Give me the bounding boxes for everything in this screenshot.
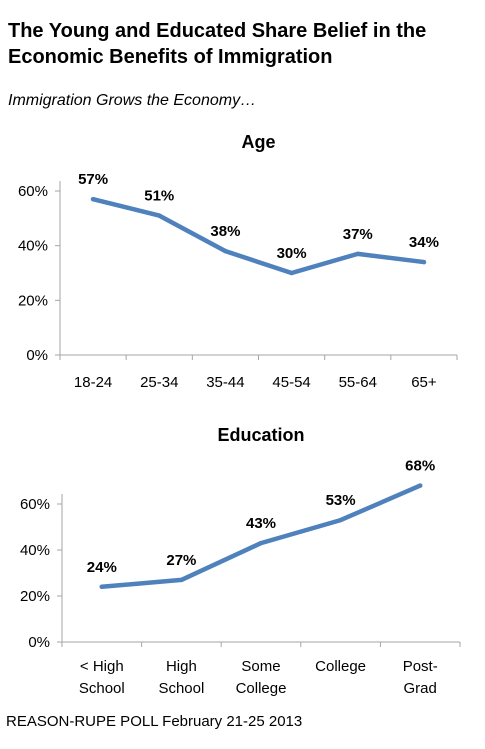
x-tick-label: 55-64 (339, 374, 377, 391)
data-label: 34% (409, 234, 439, 251)
x-tick-label-line: School (158, 680, 204, 697)
data-label: 30% (277, 245, 307, 262)
x-tick-label-line: 35-44 (206, 374, 244, 391)
education-line-chart: Education 0% 20% 40% 60% < High School High Scho… (20, 425, 461, 697)
source-footer: REASON-RUPE POLL February 21-25 2013 (6, 713, 303, 730)
x-tick-label-line: College (236, 680, 287, 697)
data-label: 68% (405, 458, 435, 475)
data-label: 57% (78, 171, 108, 188)
y-tick-label: 60% (20, 496, 50, 513)
data-label: 53% (326, 492, 356, 509)
x-tick-label-line: Some (241, 658, 280, 675)
chart-title: Age (241, 132, 275, 152)
series-line (90, 196, 427, 276)
x-tick-label-line: High (166, 658, 197, 675)
x-tick-label: 25-34 (140, 374, 178, 391)
series-line (99, 483, 423, 590)
data-label: 51% (144, 188, 174, 205)
data-label: 24% (87, 559, 117, 576)
y-tick-label: 60% (18, 183, 48, 200)
y-tick-label: 40% (18, 238, 48, 255)
x-tick-label-line: 55-64 (339, 374, 377, 391)
page-title: The Young and Educated Share Belief in t… (8, 20, 427, 68)
x-tick-label: 35-44 (206, 374, 244, 391)
x-tick-label-line: 45-54 (272, 374, 310, 391)
data-point (90, 197, 96, 202)
x-tick-label: < High School (79, 658, 125, 697)
x-tick-label-line: Grad (404, 680, 437, 697)
data-point (418, 483, 423, 488)
data-point (99, 584, 105, 589)
x-tick-label-line: < High (80, 658, 124, 675)
data-point (355, 251, 360, 257)
data-point (421, 259, 427, 265)
data-point (289, 270, 294, 276)
data-label: 38% (210, 223, 240, 240)
data-point (157, 213, 162, 218)
x-tick-label: College (315, 658, 366, 675)
y-tick-label: 40% (20, 542, 50, 559)
x-tick-label-line: 18-24 (74, 374, 112, 391)
data-label: 27% (166, 552, 196, 569)
page-subtitle: Immigration Grows the Economy… (8, 92, 257, 109)
x-tick-label-line: 65+ (411, 374, 437, 391)
y-tick-label: 20% (20, 588, 50, 605)
y-tick-label: 20% (18, 292, 48, 309)
data-point (338, 517, 343, 523)
x-tick-label: 65+ (411, 374, 437, 391)
data-point (258, 540, 264, 546)
data-point (179, 577, 184, 583)
data-label: 43% (246, 515, 276, 532)
x-tick-label-line: School (79, 680, 125, 697)
x-tick-label: 45-54 (272, 374, 310, 391)
x-tick-label: High School (158, 658, 204, 697)
age-line-chart: Age 0% 20% 40% 60% 18-24 25-34 35-44 45-54 55-64 6… (18, 132, 458, 391)
x-tick-label: 18-24 (74, 374, 112, 391)
x-tick-label-line: College (315, 658, 366, 675)
x-tick-label: Post- Grad (403, 658, 438, 697)
data-point (223, 248, 228, 254)
y-tick-label: 0% (28, 634, 50, 651)
y-tick-label: 0% (26, 347, 48, 364)
data-label: 37% (343, 226, 373, 243)
x-tick-label-line: 25-34 (140, 374, 178, 391)
x-tick-label: Some College (236, 658, 287, 697)
chart-title: Education (217, 425, 304, 445)
x-tick-label-line: Post- (403, 658, 438, 675)
